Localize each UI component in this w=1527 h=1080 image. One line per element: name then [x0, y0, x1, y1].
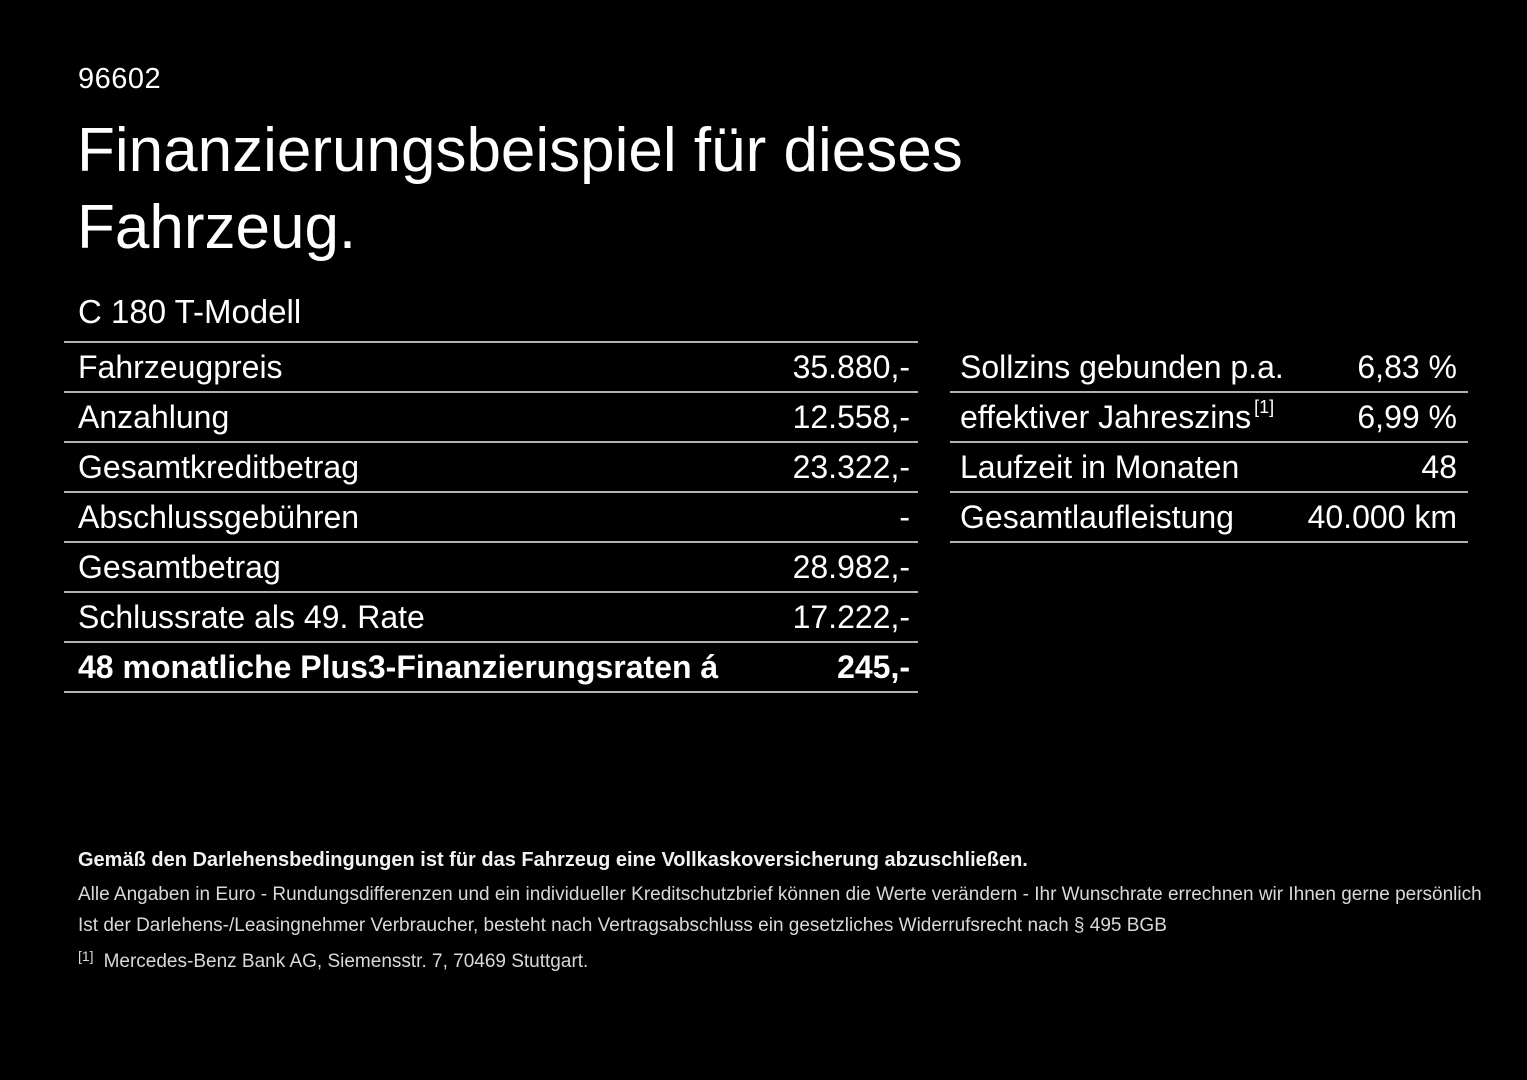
footnote-reference-marker: [1]	[78, 948, 94, 964]
row-label: Gesamtlaufleistung	[960, 498, 1234, 535]
model-name: C 180 T-Modell	[78, 293, 302, 330]
row-label: 48 monatliche Plus3-Finanzierungsraten á	[78, 648, 719, 685]
table-row-monatsrate: 48 monatliche Plus3-Finanzierungsraten á…	[64, 643, 918, 693]
row-value: 6,83 %	[1357, 348, 1457, 385]
row-value: 48	[1421, 448, 1457, 485]
vehicle-id: 96602	[78, 63, 162, 95]
table-row-fahrzeugpreis: Fahrzeugpreis 35.880,-	[64, 343, 918, 393]
row-label: Abschlussgebühren	[78, 498, 360, 535]
row-label: Laufzeit in Monaten	[960, 448, 1240, 485]
table-row-gesamtkreditbetrag: Gesamtkreditbetrag 23.322,-	[64, 443, 918, 493]
page-title: Finanzierungsbeispiel für dieses Fahrzeu…	[77, 112, 963, 266]
table-row-gesamtbetrag: Gesamtbetrag 28.982,-	[64, 543, 918, 593]
row-value: 6,99 %	[1357, 398, 1457, 435]
table-row-anzahlung: Anzahlung 12.558,-	[64, 393, 918, 443]
table-row-sollzins: Sollzins gebunden p.a. 6,83 %	[950, 343, 1468, 393]
row-value: -	[899, 498, 910, 535]
row-value: 17.222,-	[792, 598, 910, 635]
footnote-reference: [1] Mercedes-Benz Bank AG, Siemensstr. 7,…	[78, 948, 1478, 973]
table-row-schlussrate: Schlussrate als 49. Rate 17.222,-	[64, 593, 918, 643]
row-value: 23.322,-	[792, 448, 910, 485]
row-label: Sollzins gebunden p.a.	[960, 348, 1284, 385]
footnote-reference-text: Mercedes-Benz Bank AG, Siemensstr. 7, 70…	[103, 951, 589, 972]
page-title-line1: Finanzierungsbeispiel für dieses	[77, 116, 963, 185]
page-title-line2: Fahrzeug.	[77, 193, 357, 262]
row-label: Gesamtkreditbetrag	[78, 448, 360, 485]
row-label: Schlussrate als 49. Rate	[78, 598, 425, 635]
footnote-widerrufsrecht: Ist der Darlehens-/Leasingnehmer Verbrau…	[78, 915, 1167, 936]
row-label-text: effektiver Jahreszins	[960, 398, 1252, 435]
footnote-insurance-requirement: Gemäß den Darlehensbedingungen ist für d…	[78, 849, 1028, 871]
footnote-euro-note: Alle Angaben in Euro - Rundungsdifferenz…	[78, 884, 1482, 905]
table-row-gesamtlaufleistung: Gesamtlaufleistung 40.000 km	[950, 493, 1468, 543]
conditions-table: Sollzins gebunden p.a. 6,83 % effektiver…	[950, 343, 1468, 543]
row-value: 40.000 km	[1307, 498, 1457, 535]
row-label: Gesamtbetrag	[78, 548, 281, 585]
row-label: effektiver Jahreszins [1]	[960, 396, 1275, 436]
footnote-marker: [1]	[1254, 396, 1275, 417]
table-row-effektiver-jahreszins: effektiver Jahreszins [1] 6,99 %	[950, 393, 1468, 443]
row-label: Anzahlung	[78, 398, 230, 435]
table-row-abschlussgebuehren: Abschlussgebühren -	[64, 493, 918, 543]
row-label: Fahrzeugpreis	[78, 348, 283, 385]
row-value: 35.880,-	[792, 348, 910, 385]
footnotes-block: Gemäß den Darlehensbedingungen ist für d…	[78, 849, 1482, 973]
row-value: 12.558,-	[792, 398, 910, 435]
financing-table: Fahrzeugpreis 35.880,- Anzahlung 12.558,…	[64, 341, 918, 693]
row-value: 245,-	[837, 648, 910, 685]
table-row-laufzeit: Laufzeit in Monaten 48	[950, 443, 1468, 493]
row-value: 28.982,-	[792, 548, 910, 585]
